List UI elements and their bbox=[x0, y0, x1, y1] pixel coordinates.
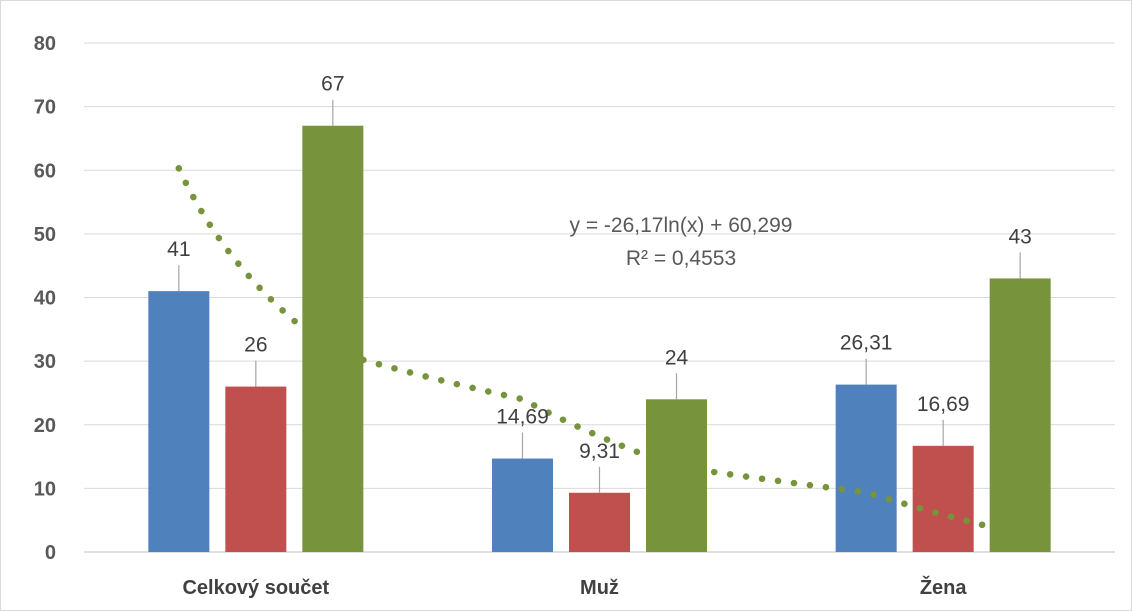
log-trendline bbox=[175, 165, 1024, 538]
bar bbox=[912, 445, 974, 552]
bar bbox=[492, 458, 553, 552]
bar bbox=[569, 492, 630, 552]
y-axis: 0 10 20 30 40 50 60 70 80 bbox=[34, 33, 56, 564]
bars bbox=[148, 125, 1051, 553]
data-label: 26,31 bbox=[840, 332, 893, 355]
bar bbox=[302, 125, 364, 553]
y-tick-label: 80 bbox=[34, 33, 56, 55]
bar bbox=[835, 384, 897, 552]
trendline-r-squared: R² = 0,4553 bbox=[626, 247, 736, 270]
data-label: 24 bbox=[665, 346, 689, 369]
data-label: 16,69 bbox=[917, 393, 970, 416]
trendline-equation: y = -26,17ln(x) + 60,299 bbox=[570, 214, 793, 237]
data-label: 14,69 bbox=[496, 406, 549, 429]
data-label: 26 bbox=[244, 334, 267, 357]
bar bbox=[989, 278, 1051, 552]
data-label: 9,31 bbox=[579, 440, 620, 463]
data-label: 41 bbox=[167, 238, 190, 261]
bar bbox=[646, 399, 707, 552]
data-label: 43 bbox=[1008, 225, 1031, 248]
trendline bbox=[175, 165, 1024, 538]
x-tick-label: Muž bbox=[580, 577, 619, 599]
data-label-leaders bbox=[178, 99, 1021, 493]
data-label: 67 bbox=[321, 73, 344, 96]
y-tick-label: 30 bbox=[34, 351, 56, 373]
x-tick-label: Žena bbox=[920, 575, 968, 599]
y-tick-label: 0 bbox=[45, 542, 56, 564]
y-tick-label: 40 bbox=[34, 288, 56, 310]
y-tick-label: 60 bbox=[34, 160, 56, 182]
y-tick-label: 20 bbox=[34, 415, 56, 437]
x-axis: Celkový součet Muž Žena bbox=[182, 575, 967, 599]
y-tick-label: 70 bbox=[34, 97, 56, 119]
bar bbox=[225, 386, 287, 552]
bar bbox=[148, 291, 210, 552]
y-tick-label: 50 bbox=[34, 224, 56, 246]
data-labels: 41 26 67 14,69 9,31 24 26,31 16,69 43 bbox=[167, 73, 1032, 463]
y-tick-label: 10 bbox=[34, 478, 56, 500]
x-tick-label: Celkový součet bbox=[182, 577, 329, 599]
